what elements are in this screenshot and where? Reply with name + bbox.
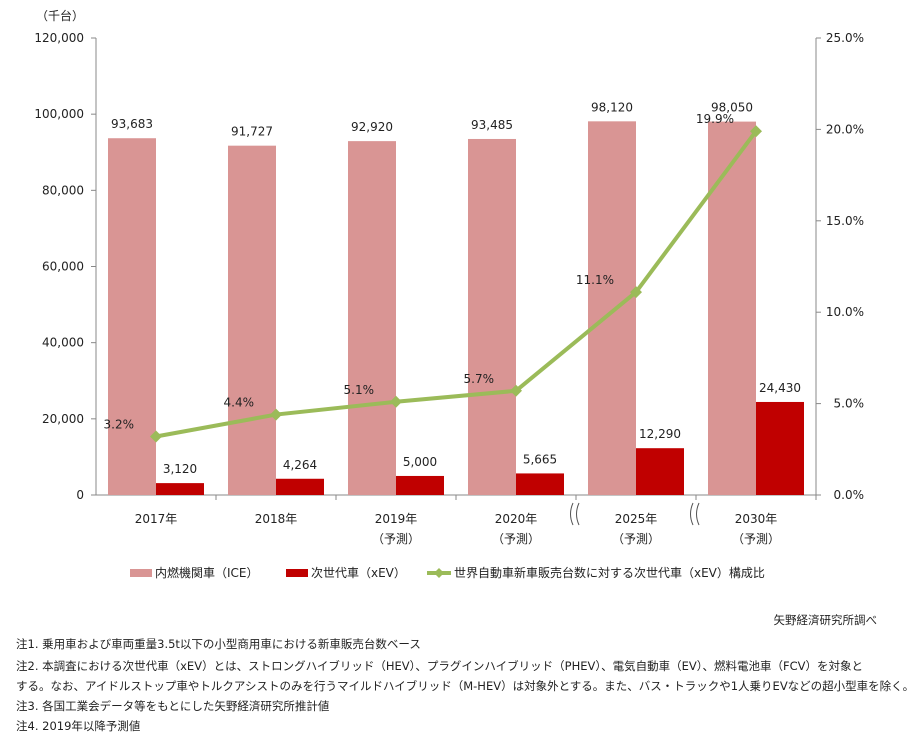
- data-label-xev: 12,290: [639, 427, 681, 441]
- bar-xev: [756, 401, 804, 495]
- data-label-ice: 93,683: [111, 117, 153, 131]
- note-2: 注2. 本調査における次世代車（xEV）とは、ストロングハイブリッド（HEV）、…: [16, 659, 863, 673]
- bar-xev: [396, 475, 444, 495]
- data-label-ice: 92,920: [351, 120, 393, 134]
- x-tick-label: 2019年: [375, 512, 418, 526]
- x-tick-sublabel: （予測）: [372, 532, 420, 546]
- data-label-ratio: 11.1%: [576, 273, 614, 287]
- data-label-xev: 4,264: [283, 458, 317, 472]
- chart: （千台） 0 20,000 40,000 60,000 80,000 100,000 120…: [34, 8, 865, 580]
- x-tick-label: 2030年: [735, 512, 778, 526]
- ratio-line: [155, 130, 758, 439]
- bar-ice: [708, 121, 756, 495]
- bar-xev: [276, 478, 324, 495]
- right-tick-label: 20.0%: [826, 122, 864, 136]
- left-tick-label: 100,000: [34, 107, 84, 121]
- left-tick-label: 20,000: [42, 412, 84, 426]
- left-tick-label: 0: [76, 488, 84, 502]
- bar-ice: [108, 138, 156, 495]
- ratio-point: [630, 286, 642, 299]
- legend-swatch-xev: [286, 569, 308, 577]
- legend-label-ratio: 世界自動車新車販売台数に対する次世代車（xEV）構成比: [454, 565, 765, 580]
- legend-marker-ratio: [434, 568, 444, 578]
- source-note: 矢野経済研究所調べ: [773, 613, 878, 627]
- bar-ice: [468, 138, 516, 495]
- legend-label-xev: 次世代車（xEV）: [311, 566, 406, 580]
- right-tick-label: 0.0%: [834, 488, 865, 502]
- x-tick-label: 2025年: [615, 512, 658, 526]
- bar-ice: [588, 121, 636, 496]
- right-tick-label: 15.0%: [826, 214, 864, 228]
- x-tick-sublabel: （予測）: [492, 532, 540, 546]
- x-tick-sublabel: （予測）: [612, 532, 660, 546]
- data-label-ice: 93,485: [471, 118, 513, 132]
- data-label-xev: 24,430: [759, 381, 801, 395]
- note-3: 注3. 各国工業会データ等をもとにした矢野経済研究所推計値: [16, 699, 330, 713]
- data-label-ratio: 3.2%: [104, 418, 135, 432]
- data-label-ratio: 19.9%: [696, 112, 734, 126]
- legend-label-ice: 内燃機関車（ICE）: [155, 565, 259, 580]
- data-label-ratio: 5.1%: [344, 383, 375, 397]
- bar-ice: [348, 141, 396, 495]
- right-tick-label: 5.0%: [834, 397, 865, 411]
- data-label-xev: 3,120: [163, 462, 197, 476]
- ratio-point: [750, 125, 762, 138]
- x-tick-label: 2017年: [135, 512, 178, 526]
- note-2-cont: する。なお、アイドルストップ車やトルクアシストのみを行うマイルドハイブリッド（M…: [16, 679, 909, 693]
- left-tick-label: 120,000: [34, 31, 84, 45]
- ratio-point: [390, 395, 402, 408]
- left-tick-label: 40,000: [42, 336, 84, 350]
- bar-xev: [516, 473, 564, 495]
- ratio-point: [150, 430, 162, 443]
- data-label-xev: 5,000: [403, 455, 437, 469]
- data-label-xev: 5,665: [523, 452, 557, 466]
- axis-break-icon: [570, 502, 580, 526]
- note-4: 注4. 2019年以降予測値: [16, 719, 141, 733]
- legend-swatch-ice: [130, 569, 152, 577]
- x-tick-label: 2018年: [255, 512, 298, 526]
- note-1: 注1. 乗用車および車両重量3.5t以下の小型商用車における新車販売台数ベース: [16, 637, 421, 651]
- data-label-ratio: 5.7%: [464, 372, 495, 386]
- data-label-ratio: 4.4%: [224, 396, 255, 410]
- right-tick-label: 25.0%: [826, 31, 864, 45]
- ratio-point: [270, 408, 282, 421]
- left-tick-label: 60,000: [42, 260, 84, 274]
- bar-xev: [636, 448, 684, 495]
- left-tick-label: 80,000: [42, 183, 84, 197]
- data-label-ice: 98,050: [711, 101, 753, 115]
- x-tick-label: 2020年: [495, 512, 538, 526]
- data-label-ice: 98,120: [591, 100, 633, 114]
- data-label-ice: 91,727: [231, 125, 273, 139]
- unit-label: （千台）: [36, 8, 84, 23]
- axis-break-icon: [690, 502, 700, 526]
- bar-xev: [156, 483, 204, 495]
- right-tick-label: 10.0%: [826, 305, 864, 319]
- x-tick-sublabel: （予測）: [732, 532, 780, 546]
- bar-ice: [228, 145, 276, 495]
- ratio-point: [510, 384, 522, 397]
